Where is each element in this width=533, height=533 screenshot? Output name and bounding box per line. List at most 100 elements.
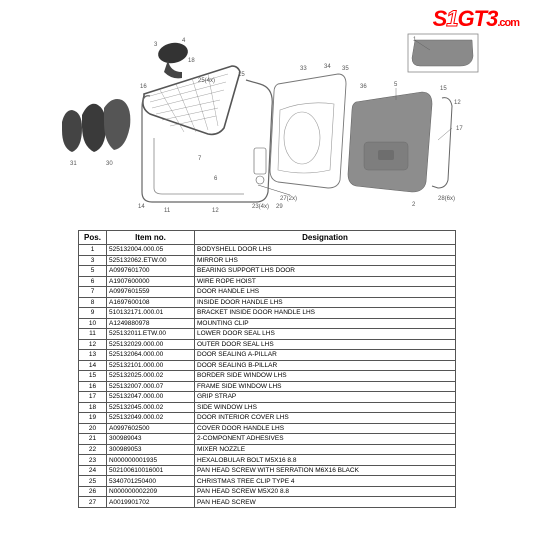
cell-pos: 21 xyxy=(79,434,107,445)
cell-pos: 5 xyxy=(79,266,107,277)
cell-pos: 14 xyxy=(79,360,107,371)
cell-desig: BORDER SIDE WINDOW LHS xyxy=(195,371,456,382)
cell-pos: 19 xyxy=(79,413,107,424)
table-header-row: Pos. Item no. Designation xyxy=(79,231,456,245)
parts-table-wrap: Pos. Item no. Designation 1525132004.000… xyxy=(78,230,456,508)
cell-desig: SIDE WINDOW LHS xyxy=(195,402,456,413)
col-pos: Pos. xyxy=(79,231,107,245)
exploded-diagram: 1 31 30 3 4 18 16 14 11 12 xyxy=(60,30,480,225)
col-item: Item no. xyxy=(107,231,195,245)
cell-desig: INSIDE DOOR HANDLE LHS xyxy=(195,297,456,308)
table-row: 26N000000002209PAN HEAD SCREW M5X20 8.8 xyxy=(79,486,456,497)
svg-text:11: 11 xyxy=(164,208,171,214)
table-row: 15525132025.000.02BORDER SIDE WINDOW LHS xyxy=(79,371,456,382)
svg-text:15: 15 xyxy=(440,86,447,92)
svg-text:36: 36 xyxy=(360,84,367,90)
table-body: 1525132004.000.05BODYSHELL DOOR LHS35251… xyxy=(79,245,456,508)
cell-pos: 25 xyxy=(79,476,107,487)
svg-text:28(6x): 28(6x) xyxy=(438,196,455,202)
table-row: 9510132171.000.01BRACKET INSIDE DOOR HAN… xyxy=(79,308,456,319)
mirror: 3 4 xyxy=(154,38,190,78)
brand-mid: 1 xyxy=(446,6,457,31)
cell-pos: 7 xyxy=(79,287,107,298)
table-row: 12525132029.000.00OUTER DOOR SEAL LHS xyxy=(79,339,456,350)
svg-text:16: 16 xyxy=(140,84,147,90)
svg-text:6: 6 xyxy=(214,176,218,182)
cell-desig: PAN HEAD SCREW xyxy=(195,497,456,508)
svg-text:14: 14 xyxy=(138,204,145,210)
table-row: 10A1249880978MOUNTING CLIP xyxy=(79,318,456,329)
cell-pos: 6 xyxy=(79,276,107,287)
cell-desig: CHRISTMAS TREE CLIP TYPE 4 xyxy=(195,476,456,487)
cell-desig: PAN HEAD SCREW WITH SERRATION M6X16 BLAC… xyxy=(195,465,456,476)
door-pads: 31 30 xyxy=(62,99,130,167)
cell-desig: DOOR INTERIOR COVER LHS xyxy=(195,413,456,424)
cell-desig: BEARING SUPPORT LHS DOOR xyxy=(195,266,456,277)
brand-logo: S1GT3.com xyxy=(433,6,519,32)
cell-item: 525132025.000.02 xyxy=(107,371,195,382)
cell-item: 525132045.000.02 xyxy=(107,402,195,413)
cell-pos: 22 xyxy=(79,444,107,455)
table-row: 8A1697600108INSIDE DOOR HANDLE LHS xyxy=(79,297,456,308)
door-skin: 36 5 xyxy=(348,82,432,192)
cell-desig: LOWER DOOR SEAL LHS xyxy=(195,329,456,340)
cell-desig: 2-COMPONENT ADHESIVES xyxy=(195,434,456,445)
svg-text:31: 31 xyxy=(70,161,77,167)
brand-left: S xyxy=(433,6,447,31)
cell-desig: MIRROR LHS xyxy=(195,255,456,266)
svg-text:30: 30 xyxy=(106,161,113,167)
cell-desig: DOOR SEALING B-PILLAR xyxy=(195,360,456,371)
cell-pos: 16 xyxy=(79,381,107,392)
cell-desig: COVER DOOR HANDLE LHS xyxy=(195,423,456,434)
cell-desig: DOOR HANDLE LHS xyxy=(195,287,456,298)
svg-text:17: 17 xyxy=(456,126,463,132)
cell-pos: 23 xyxy=(79,455,107,466)
parts-table: Pos. Item no. Designation 1525132004.000… xyxy=(78,230,456,508)
svg-text:15: 15 xyxy=(238,72,245,78)
svg-text:29: 29 xyxy=(276,204,283,210)
cell-pos: 17 xyxy=(79,392,107,403)
brand-right: GT3 xyxy=(458,6,498,31)
cell-item: 300989053 xyxy=(107,444,195,455)
cell-desig: OUTER DOOR SEAL LHS xyxy=(195,339,456,350)
cell-item: 525132101.000.00 xyxy=(107,360,195,371)
window-frame: 18 16 xyxy=(140,58,240,134)
cell-desig: DOOR SEALING A-PILLAR xyxy=(195,350,456,361)
cell-item: A1249880978 xyxy=(107,318,195,329)
svg-text:5: 5 xyxy=(394,82,398,88)
cell-desig: PAN HEAD SCREW M5X20 8.8 xyxy=(195,486,456,497)
table-row: 11525132011.ETW.00LOWER DOOR SEAL LHS xyxy=(79,329,456,340)
cell-pos: 15 xyxy=(79,371,107,382)
cell-pos: 20 xyxy=(79,423,107,434)
cell-pos: 27 xyxy=(79,497,107,508)
table-row: 18525132045.000.02SIDE WINDOW LHS xyxy=(79,402,456,413)
cell-desig: HEXALOBULAR BOLT M5X16 8.8 xyxy=(195,455,456,466)
svg-text:34: 34 xyxy=(324,64,331,70)
cell-desig: WIRE ROPE HOIST xyxy=(195,276,456,287)
cell-pos: 10 xyxy=(79,318,107,329)
cell-desig: BODYSHELL DOOR LHS xyxy=(195,245,456,256)
cell-item: A1907600000 xyxy=(107,276,195,287)
cell-item: N000000002209 xyxy=(107,486,195,497)
table-row: 3525132062.ETW.00MIRROR LHS xyxy=(79,255,456,266)
cell-item: A0997601700 xyxy=(107,266,195,277)
door-frame: 14 11 12 xyxy=(138,80,272,214)
cell-pos: 8 xyxy=(79,297,107,308)
cell-item: 510132171.000.01 xyxy=(107,308,195,319)
cell-desig: GRIP STRAP xyxy=(195,392,456,403)
table-row: 6A1907600000WIRE ROPE HOIST xyxy=(79,276,456,287)
cell-item: 525132011.ETW.00 xyxy=(107,329,195,340)
table-row: 16525132007.000.07FRAME SIDE WINDOW LHS xyxy=(79,381,456,392)
cell-item: 525132029.000.00 xyxy=(107,339,195,350)
cell-desig: MIXER NOZZLE xyxy=(195,444,456,455)
table-row: 255340701250400CHRISTMAS TREE CLIP TYPE … xyxy=(79,476,456,487)
cell-pos: 9 xyxy=(79,308,107,319)
labels: 25(4x) 15 7 6 xyxy=(198,72,245,182)
cell-pos: 26 xyxy=(79,486,107,497)
cell-item: N000000001935 xyxy=(107,455,195,466)
table-row: 23N000000001935HEXALOBULAR BOLT M5X16 8.… xyxy=(79,455,456,466)
svg-text:25(4x): 25(4x) xyxy=(198,78,215,84)
brand-suffix: .com xyxy=(497,17,519,29)
svg-text:12: 12 xyxy=(454,100,461,106)
col-desig: Designation xyxy=(195,231,456,245)
